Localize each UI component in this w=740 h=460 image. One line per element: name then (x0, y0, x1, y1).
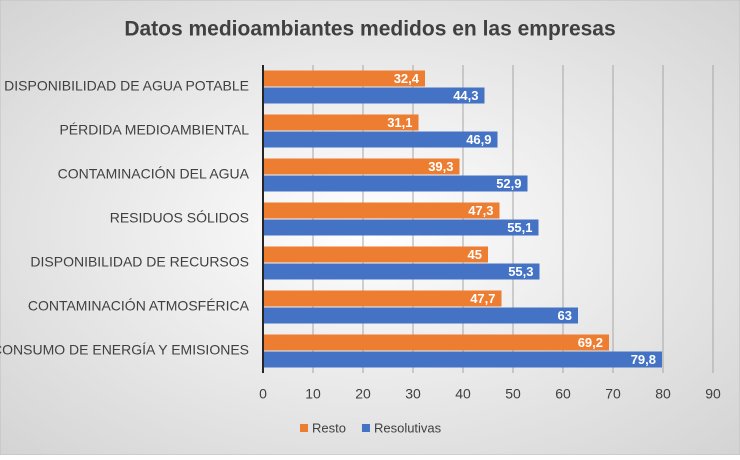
value-label: 63 (558, 308, 572, 323)
value-label: 44,3 (453, 88, 478, 103)
bar (263, 219, 539, 236)
value-label: 39,3 (428, 159, 453, 174)
x-tick-label: 80 (655, 386, 671, 402)
y-tick-label: RESIDUOS SÓLIDOS (110, 210, 249, 226)
x-tick-label: 20 (355, 386, 371, 402)
bar (263, 70, 425, 87)
y-tick-label: DISPONIBILIDAD DE AGUA POTABLE (4, 78, 249, 94)
bar (263, 351, 662, 368)
bar (263, 334, 609, 351)
legend-label: Resto (312, 420, 346, 435)
value-label: 55,1 (507, 220, 532, 235)
chart-title: Datos medioambiantes medidos en las empr… (124, 18, 615, 41)
y-tick-label: DISPONIBILIDAD DE RECURSOS (30, 254, 249, 270)
value-label: 55,3 (508, 264, 533, 279)
bar (263, 131, 498, 148)
x-tick-label: 60 (555, 386, 571, 402)
y-tick-label: CONTAMINACIÓN ATMOSFÉRICA (28, 298, 250, 314)
x-tick-label: 0 (259, 386, 267, 402)
bar (263, 87, 485, 104)
x-tick-label: 70 (605, 386, 621, 402)
y-tick-label: CONTAMINACIÓN DEL AGUA (58, 166, 250, 182)
value-label: 69,2 (578, 335, 603, 350)
bar (263, 290, 502, 307)
value-label: 79,8 (631, 352, 656, 367)
bar (263, 246, 488, 263)
y-tick-label: CONSUMO DE ENERGÍA Y EMISIONES (0, 342, 249, 358)
bar (263, 202, 500, 219)
x-tick-label: 10 (305, 386, 321, 402)
x-tick-label: 50 (505, 386, 521, 402)
y-tick-label: PÉRDIDA MEDIOAMBIENTAL (59, 122, 249, 138)
x-tick-label: 40 (455, 386, 471, 402)
value-label: 46,9 (466, 132, 491, 147)
x-tick-label: 90 (705, 386, 721, 402)
value-label: 47,3 (468, 203, 493, 218)
legend-swatch (361, 424, 370, 432)
value-label: 52,9 (496, 176, 521, 191)
legend-label: Resolutivas (374, 420, 442, 435)
value-label: 32,4 (394, 71, 420, 86)
bar (263, 158, 460, 175)
bar (263, 307, 578, 324)
value-label: 31,1 (387, 115, 412, 130)
bar (263, 263, 540, 280)
legend-swatch (300, 424, 308, 432)
x-tick-label: 30 (405, 386, 421, 402)
value-label: 45 (468, 247, 482, 262)
value-label: 47,7 (470, 291, 495, 306)
bar (263, 114, 419, 131)
bar (263, 175, 528, 192)
